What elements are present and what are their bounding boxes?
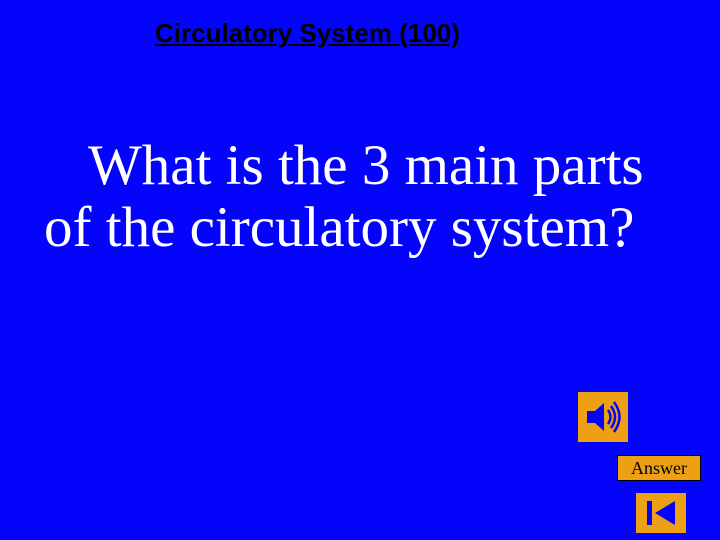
answer-button[interactable]: Answer bbox=[617, 455, 701, 481]
speaker-icon bbox=[582, 396, 624, 438]
speaker-button[interactable] bbox=[578, 392, 628, 442]
back-button[interactable] bbox=[636, 493, 686, 533]
answer-button-label: Answer bbox=[631, 458, 687, 479]
slide-title: Circulatory System (100) bbox=[155, 18, 460, 49]
back-arrow-icon bbox=[641, 497, 681, 529]
question-text: What is the 3 main parts of the circulat… bbox=[44, 135, 690, 258]
